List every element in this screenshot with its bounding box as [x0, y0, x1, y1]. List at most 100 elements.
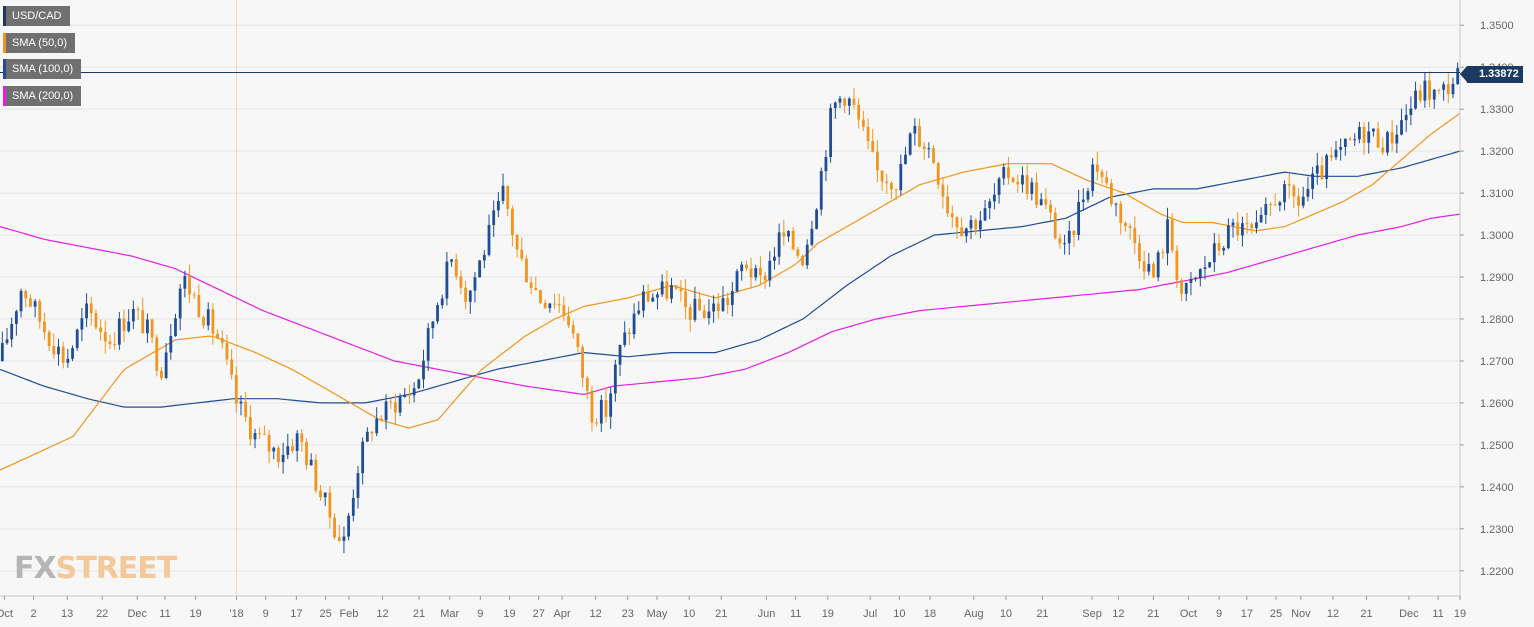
- candle-body: [1156, 252, 1160, 278]
- candle-body: [131, 308, 135, 322]
- candle-body: [529, 282, 533, 288]
- x-tick-label: Mar: [440, 608, 459, 620]
- x-tick-label: 27: [533, 608, 545, 620]
- candle-body: [936, 163, 940, 185]
- candle-body: [576, 333, 580, 347]
- y-tick-label: 1.2800: [1480, 314, 1514, 326]
- candle-body: [1203, 267, 1207, 270]
- x-tick-label: 9: [1216, 608, 1222, 620]
- candle-body: [160, 370, 163, 379]
- candle-body: [1175, 250, 1179, 281]
- candle-body: [1081, 199, 1085, 203]
- candle-body: [10, 323, 14, 340]
- candle-body: [29, 298, 32, 307]
- candle-body: [1414, 90, 1417, 109]
- x-tick-label: May: [647, 608, 668, 620]
- logo-street: STREET: [55, 551, 178, 586]
- candle-body: [1100, 171, 1104, 178]
- candle-body: [426, 328, 430, 361]
- candle-body: [1343, 138, 1347, 147]
- x-tick-label: 19: [1454, 608, 1466, 620]
- candle-body: [843, 98, 847, 106]
- candle-body: [642, 291, 645, 311]
- y-tick-label: 1.3300: [1480, 104, 1514, 116]
- candle-body: [1315, 165, 1319, 174]
- candle-body: [871, 141, 875, 152]
- candle-body: [206, 309, 210, 326]
- candle-body: [1166, 219, 1169, 254]
- candle-body: [309, 459, 313, 466]
- candle-body: [267, 434, 271, 452]
- legend-item-sma100[interactable]: SMA (100,0): [3, 59, 82, 79]
- candle-body: [716, 303, 720, 311]
- candle-body: [258, 433, 262, 435]
- candle-body: [1072, 230, 1076, 235]
- candle-body: [1124, 222, 1127, 227]
- candle-body: [674, 285, 678, 289]
- candle-body: [1287, 184, 1291, 186]
- legend-item-sma200[interactable]: SMA (200,0): [3, 86, 82, 106]
- candle-body: [33, 301, 37, 307]
- x-tick-label: 19: [190, 608, 202, 620]
- x-tick-label: 21: [413, 608, 425, 620]
- legend-swatch: [3, 59, 6, 79]
- candle-body: [305, 442, 308, 466]
- candle-body: [24, 290, 28, 299]
- candle-body: [946, 196, 949, 214]
- sma100-path: [0, 150, 1461, 408]
- candle-body: [174, 318, 177, 337]
- candle-body: [1208, 262, 1212, 268]
- legend-label: USD/CAD: [12, 10, 62, 22]
- candle-body: [314, 459, 318, 491]
- candle-body: [1409, 108, 1413, 115]
- x-tick-label: Nov: [1291, 608, 1311, 620]
- candle-body: [534, 287, 538, 291]
- candle-body: [805, 244, 809, 266]
- candle-body: [1180, 280, 1183, 294]
- candle-body: [894, 189, 898, 191]
- candle-body: [665, 281, 669, 299]
- x-tick-label: 11: [790, 608, 801, 620]
- logo-fx: FX: [14, 551, 57, 586]
- candle-body: [1329, 155, 1333, 158]
- candle-body: [356, 473, 360, 498]
- candle-body: [71, 348, 74, 359]
- legend-item-sma50[interactable]: SMA (50,0): [3, 33, 76, 53]
- candle-body: [679, 288, 683, 292]
- candle-body: [978, 220, 982, 230]
- candle-body: [1273, 204, 1277, 206]
- candle-body: [960, 227, 964, 237]
- candle-body: [281, 454, 285, 463]
- x-tick-label: 21: [1147, 608, 1159, 620]
- candle-body: [927, 148, 931, 150]
- sma200-path: [0, 213, 1461, 396]
- candle-body: [482, 254, 486, 261]
- x-tick-label: 2: [31, 608, 37, 620]
- candle-body: [202, 317, 205, 326]
- candle-body: [829, 108, 833, 158]
- x-tick-label: 11: [1432, 608, 1443, 620]
- candle-body: [730, 291, 734, 306]
- candle-body: [1311, 173, 1314, 189]
- candle-body: [922, 146, 926, 150]
- sma-200-line: [0, 213, 1461, 396]
- candle-body: [749, 268, 753, 278]
- candle-body: [1007, 167, 1010, 178]
- candle-body: [164, 352, 168, 379]
- candle-body: [262, 433, 266, 435]
- candle-body: [866, 126, 870, 142]
- candle-body: [1128, 226, 1132, 228]
- candle-body: [964, 228, 968, 237]
- candle-body: [61, 346, 65, 363]
- candle-body: [955, 217, 959, 228]
- candle-body: [1184, 282, 1188, 294]
- legend-item-usdcad[interactable]: USD/CAD: [3, 6, 70, 26]
- candle-body: [627, 332, 631, 335]
- candle-body: [1353, 139, 1357, 141]
- sma-100-line: [0, 150, 1461, 408]
- candle-body: [1269, 204, 1272, 206]
- candle-body: [38, 301, 42, 322]
- candle-body: [581, 346, 584, 378]
- candle-body: [609, 393, 613, 417]
